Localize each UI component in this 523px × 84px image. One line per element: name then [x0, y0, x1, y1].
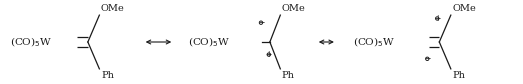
Text: Ph: Ph	[101, 71, 114, 80]
Text: −: −	[258, 18, 264, 27]
Text: +: +	[266, 50, 272, 59]
Text: OMe: OMe	[101, 4, 124, 13]
Text: OMe: OMe	[452, 4, 476, 13]
Text: OMe: OMe	[282, 4, 305, 13]
Text: (CO)$_5$W: (CO)$_5$W	[10, 35, 53, 49]
Ellipse shape	[267, 53, 270, 56]
Ellipse shape	[259, 21, 263, 24]
Ellipse shape	[426, 57, 429, 60]
Text: −: −	[424, 54, 430, 63]
Text: (CO)$_5$W: (CO)$_5$W	[353, 35, 395, 49]
Text: Ph: Ph	[452, 71, 465, 80]
Text: (CO)$_5$W: (CO)$_5$W	[188, 35, 231, 49]
Ellipse shape	[436, 17, 439, 20]
Text: Ph: Ph	[282, 71, 295, 80]
Text: +: +	[434, 14, 440, 23]
